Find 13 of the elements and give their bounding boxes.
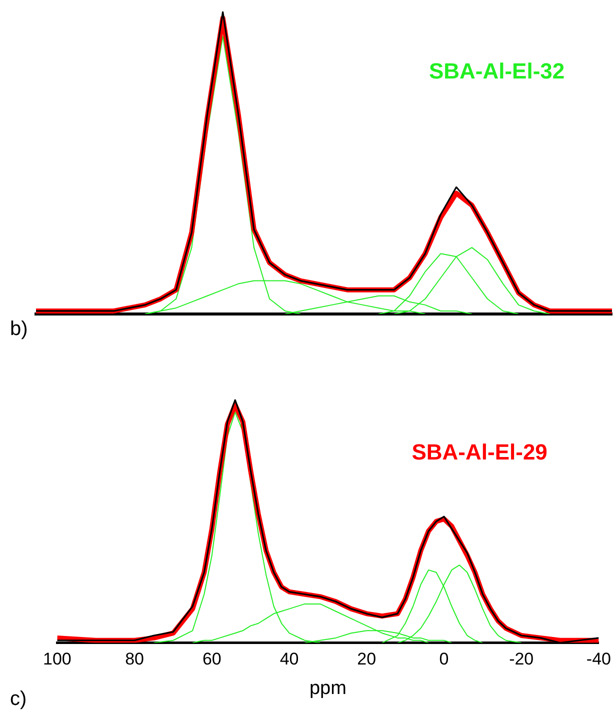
x-tick-label: -20: [509, 650, 534, 669]
x-tick-label: 40: [280, 650, 299, 669]
text: SBA-Al-El-32: [428, 58, 565, 84]
text: b): [10, 318, 28, 341]
x-tick-label: 0: [439, 650, 449, 669]
x-tick-label: 60: [202, 650, 222, 669]
text: SBA-Al-El-29: [412, 439, 548, 464]
x-tick-label: -40: [586, 650, 612, 669]
x-tick-label: 80: [125, 650, 144, 669]
x-tick-label: 100: [42, 650, 72, 669]
x-axis-title: ppm: [309, 678, 346, 699]
x-tick-label: 20: [357, 650, 376, 669]
text: c): [10, 688, 27, 711]
